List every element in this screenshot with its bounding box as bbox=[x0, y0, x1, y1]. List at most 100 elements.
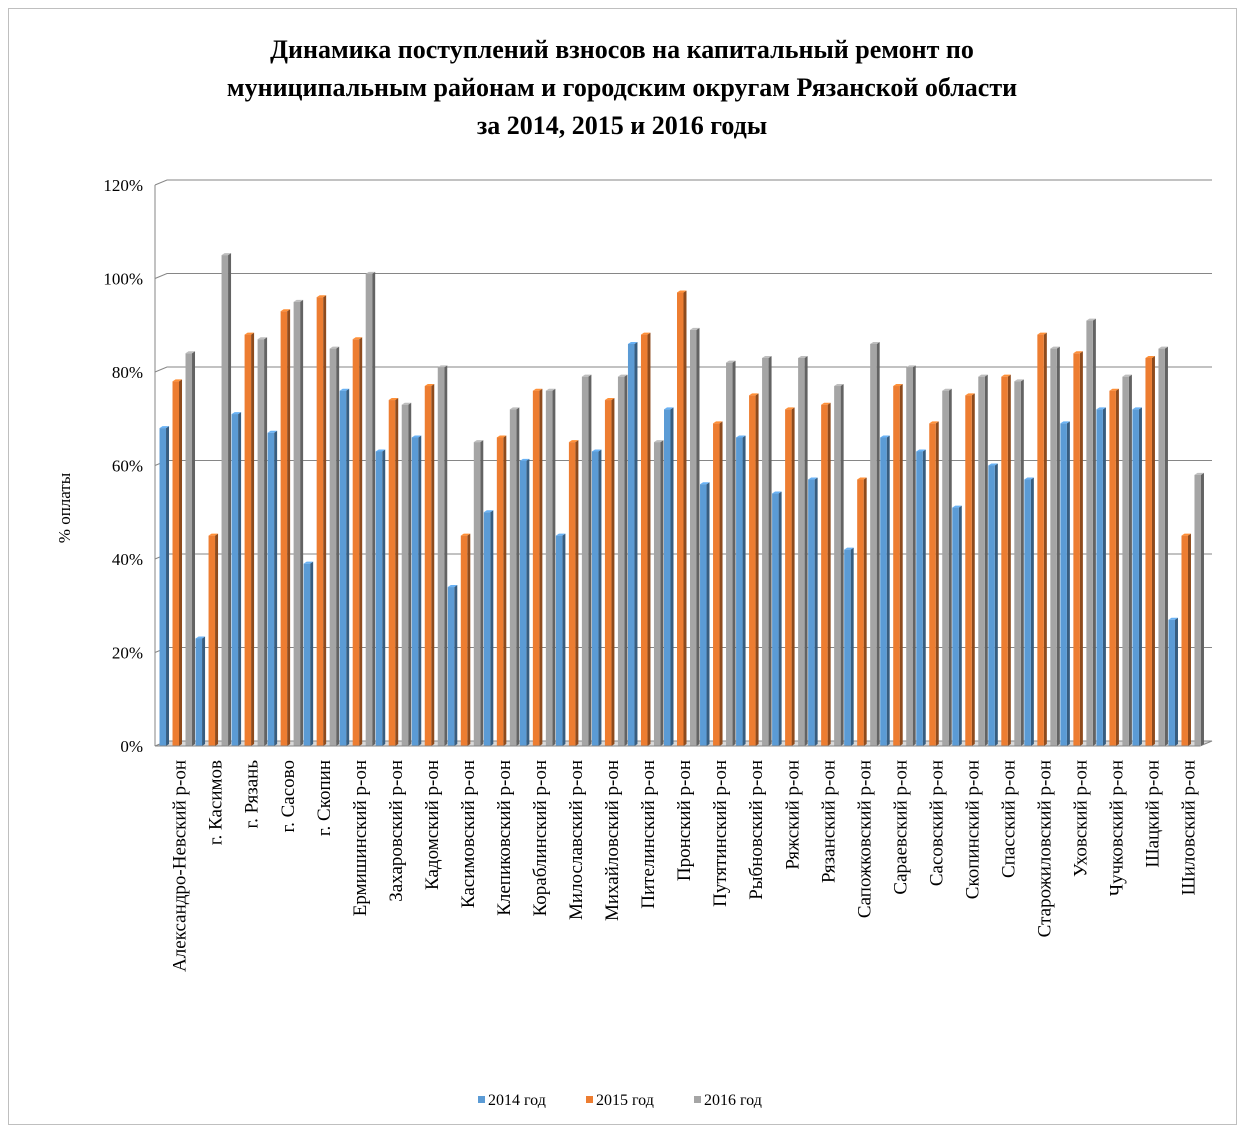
x-tick-label: г. Рязань bbox=[242, 760, 263, 829]
bar-side bbox=[336, 346, 340, 746]
y-tick-label: 120% bbox=[103, 176, 143, 195]
bar-front bbox=[257, 339, 265, 746]
bar-side bbox=[634, 341, 638, 746]
bar-top bbox=[365, 271, 376, 274]
bar bbox=[257, 337, 268, 746]
bar-front bbox=[880, 437, 887, 746]
bar-front bbox=[1145, 357, 1152, 746]
x-tick-label: Пителинский р-он bbox=[638, 760, 659, 909]
bar bbox=[591, 449, 602, 746]
bar-top bbox=[713, 421, 723, 424]
bar-top bbox=[293, 299, 304, 302]
bar-front bbox=[545, 390, 553, 746]
bar-front bbox=[496, 437, 504, 746]
bar-side bbox=[202, 636, 206, 746]
bar bbox=[473, 440, 484, 746]
bar-side bbox=[948, 388, 952, 746]
bar-front bbox=[401, 404, 409, 746]
bar-front bbox=[185, 353, 193, 746]
bar-front bbox=[870, 343, 877, 746]
bar bbox=[365, 271, 376, 746]
bar-front bbox=[1158, 348, 1165, 746]
bar-top bbox=[785, 407, 795, 410]
bar bbox=[916, 449, 926, 746]
bar-front bbox=[1024, 479, 1031, 746]
bar bbox=[195, 636, 206, 746]
x-tick-label: Сараевский р-он bbox=[890, 760, 911, 895]
bar-top bbox=[929, 421, 939, 424]
bar-side bbox=[598, 449, 602, 746]
bar bbox=[496, 435, 507, 746]
bar-side bbox=[238, 412, 242, 746]
bar-front bbox=[447, 587, 455, 746]
bar-front bbox=[736, 437, 743, 746]
bar-top bbox=[870, 341, 880, 344]
x-tick-label: Рязанский р-он bbox=[818, 760, 839, 883]
bar-top bbox=[159, 426, 170, 429]
bar-side bbox=[251, 332, 255, 746]
bar-front bbox=[1073, 353, 1080, 746]
bar-front bbox=[726, 362, 733, 746]
bar bbox=[388, 398, 399, 746]
bar-front bbox=[627, 343, 635, 746]
y-tick-label: 20% bbox=[112, 644, 143, 663]
bar-front bbox=[857, 479, 864, 746]
bar bbox=[1014, 379, 1024, 746]
bar-front bbox=[690, 329, 697, 746]
bar bbox=[1168, 617, 1178, 746]
bar-side bbox=[1151, 355, 1155, 746]
bar-front bbox=[159, 428, 167, 746]
bar bbox=[1132, 407, 1142, 746]
bar-side bbox=[575, 440, 579, 746]
bar-front bbox=[316, 297, 324, 746]
bar bbox=[857, 477, 867, 746]
x-tick-label: г. Скопин bbox=[314, 760, 335, 836]
bar-front bbox=[339, 390, 347, 746]
bar-top bbox=[532, 388, 543, 391]
x-tick-label: Захаровский р-он bbox=[386, 760, 407, 902]
bar-top bbox=[942, 388, 952, 391]
chart-title-line-3: за 2014, 2015 и 2016 годы bbox=[477, 111, 767, 140]
bar-front bbox=[906, 367, 913, 746]
bar-side bbox=[490, 510, 494, 746]
bar-front bbox=[1132, 409, 1139, 746]
bar-top bbox=[1109, 388, 1119, 391]
x-tick-label: Путятинский р-он bbox=[710, 760, 731, 907]
bar-side bbox=[994, 463, 998, 746]
bar bbox=[1050, 346, 1060, 746]
x-tick-label: Кадомский р-он bbox=[422, 760, 443, 890]
bar-top bbox=[581, 374, 592, 377]
bar bbox=[677, 290, 687, 746]
bar bbox=[555, 533, 566, 746]
bar bbox=[424, 384, 435, 746]
bar-side bbox=[431, 384, 435, 746]
y-tick-label: 80% bbox=[112, 363, 143, 382]
bar-side bbox=[310, 561, 314, 746]
bar-front bbox=[172, 381, 180, 746]
bar-top bbox=[749, 393, 759, 396]
bar-top bbox=[857, 477, 867, 480]
bar-side bbox=[228, 253, 232, 746]
bar-side bbox=[791, 407, 795, 746]
bar-top bbox=[545, 388, 556, 391]
bar-front bbox=[653, 442, 661, 746]
bar bbox=[700, 482, 710, 746]
bar bbox=[1181, 533, 1191, 746]
bar-side bbox=[850, 547, 854, 746]
bar-side bbox=[778, 491, 782, 746]
bar bbox=[1096, 407, 1106, 746]
bar-side bbox=[984, 374, 988, 746]
bar-side bbox=[480, 440, 484, 746]
bar-top bbox=[772, 491, 782, 494]
bar-side bbox=[323, 295, 327, 746]
bar-side bbox=[1128, 374, 1132, 746]
bar-top bbox=[798, 355, 808, 358]
bar-front bbox=[677, 292, 684, 746]
bar bbox=[231, 412, 242, 746]
bar-side bbox=[696, 327, 700, 746]
bar bbox=[690, 327, 700, 746]
bar-front bbox=[195, 638, 203, 746]
bar-side bbox=[552, 388, 556, 746]
bar-front bbox=[244, 334, 252, 746]
